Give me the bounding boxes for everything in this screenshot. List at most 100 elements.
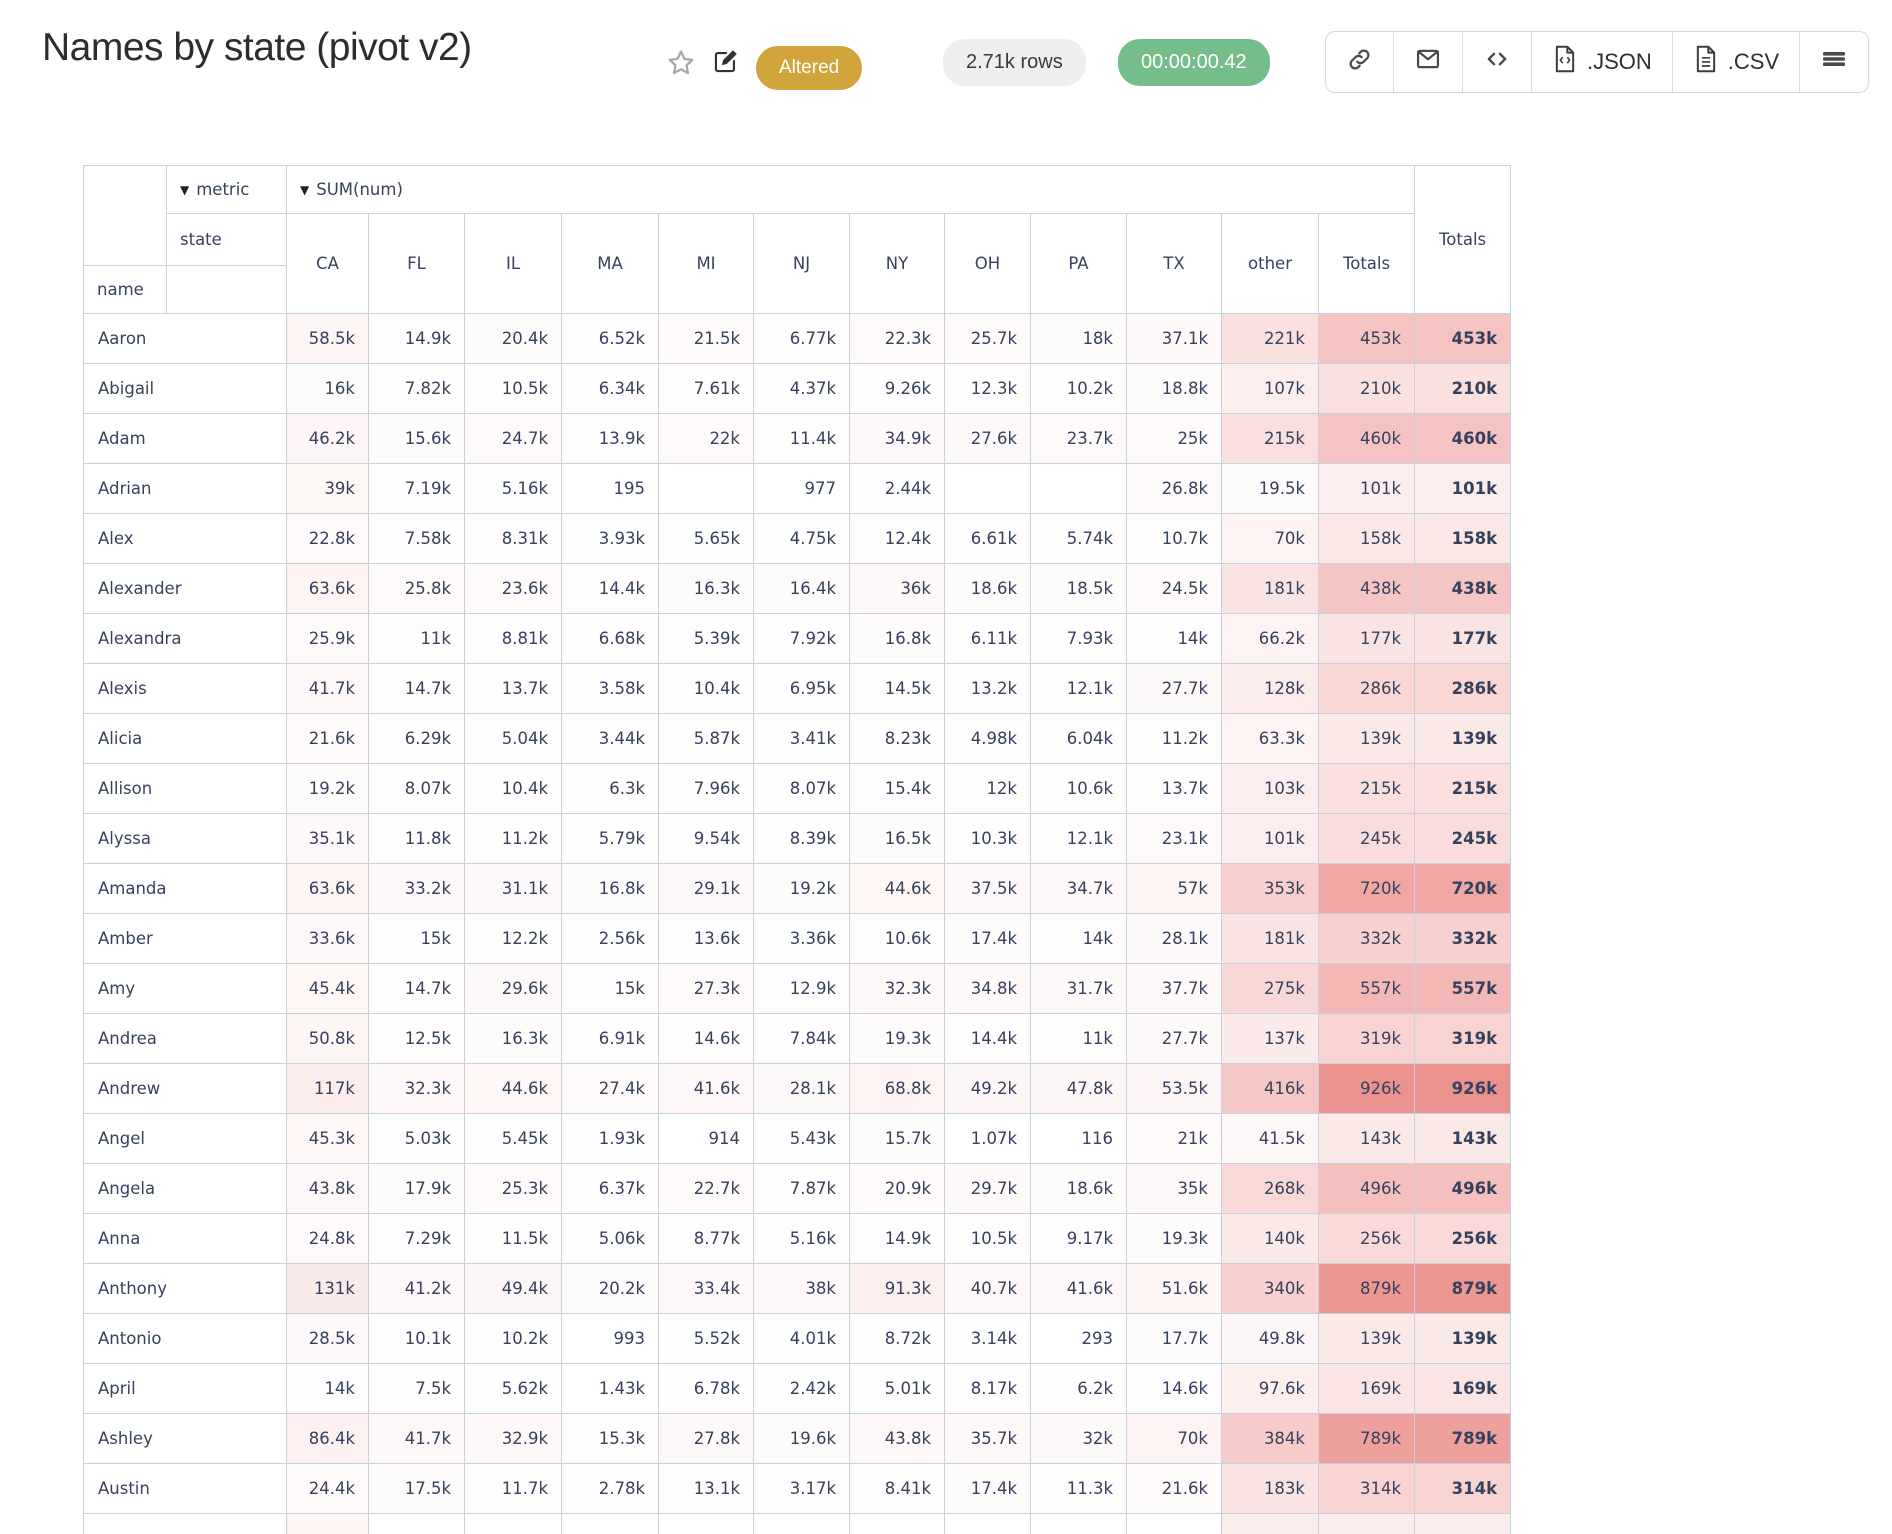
row-total-cell: 314k bbox=[1317, 1463, 1416, 1514]
value-cell: 47.8k bbox=[1030, 1063, 1127, 1114]
value-cell: 49.8k bbox=[1221, 1313, 1319, 1364]
value-cell: 4.75k bbox=[753, 513, 850, 564]
value-cell: 18k bbox=[1030, 313, 1127, 364]
value-cell: 41.5k bbox=[1221, 1113, 1319, 1164]
value-cell: 1.07k bbox=[944, 1113, 1031, 1164]
table-row: Andrew 117k 32.3k 44.6k 27.4k 41.6k 28.1k 68.8k… bbox=[83, 1063, 1512, 1114]
value-cell: 21.6k bbox=[286, 713, 369, 764]
table-row: Adrian 39k 7.19k 5.16k 195 977 2.44k 26.8k 19.5k… bbox=[83, 463, 1512, 514]
value-cell: 12.5k bbox=[368, 1013, 465, 1064]
value-cell: 25.8k bbox=[368, 563, 465, 614]
value-cell: 17.4k bbox=[944, 913, 1031, 964]
value-cell: 5.43k bbox=[753, 1113, 850, 1164]
value-cell: 29.1k bbox=[658, 863, 754, 914]
column-header-TX: TX bbox=[1126, 213, 1222, 314]
download-json-button[interactable]: .JSON bbox=[1532, 32, 1673, 92]
value-cell: 5.45k bbox=[464, 1113, 562, 1164]
value-cell: 6.37k bbox=[561, 1163, 659, 1214]
value-cell: 1.43k bbox=[561, 1363, 659, 1414]
favorite-star-button[interactable] bbox=[666, 48, 696, 78]
value-cell: 15k bbox=[368, 913, 465, 964]
value-cell: 38k bbox=[753, 1263, 850, 1314]
grand-total-cell: 460k bbox=[1414, 413, 1512, 464]
row-label: Andrew bbox=[83, 1063, 287, 1114]
value-cell: 8.81k bbox=[464, 613, 562, 664]
value-cell: 5.52k bbox=[658, 1313, 754, 1364]
row-total-cell: 438k bbox=[1317, 563, 1416, 614]
row-label: Anthony bbox=[83, 1263, 287, 1314]
value-cell: 45.4k bbox=[286, 963, 369, 1014]
value-cell: 41.7k bbox=[368, 1413, 465, 1464]
value-cell: 28.1k bbox=[753, 1063, 850, 1114]
email-button[interactable] bbox=[1394, 32, 1463, 92]
value-cell: 41.2k bbox=[368, 1263, 465, 1314]
value-cell: 116 bbox=[1030, 1113, 1127, 1164]
column-header-OH: OH bbox=[944, 213, 1031, 314]
value-cell: 37.1k bbox=[1126, 313, 1222, 364]
query-duration-pill: 00:00:00.42 bbox=[1118, 39, 1270, 86]
row-label: Adrian bbox=[83, 463, 287, 514]
metric-collapse-toggle[interactable]: ▼ metric bbox=[166, 165, 287, 214]
row-total-cell: 879k bbox=[1317, 1263, 1416, 1314]
row-total-cell: 460k bbox=[1317, 413, 1416, 464]
table-row: Alyssa 35.1k 11.8k 11.2k 5.79k 9.54k 8.39k 16.5… bbox=[83, 813, 1512, 864]
pivot-corner-cell bbox=[83, 165, 167, 266]
value-cell: 14k bbox=[1030, 913, 1127, 964]
value-cell: 12.4k bbox=[849, 513, 945, 564]
value-cell: 63.6k bbox=[286, 863, 369, 914]
download-csv-button[interactable]: .CSV bbox=[1673, 32, 1801, 92]
value-cell: 16.3k bbox=[658, 563, 754, 614]
value-cell: 5.39k bbox=[658, 613, 754, 664]
grand-total-cell: 314k bbox=[1414, 1463, 1512, 1514]
grand-total-cell: 139k bbox=[1414, 713, 1512, 764]
column-header-FL: FL bbox=[368, 213, 465, 314]
sum-collapse-toggle[interactable]: ▼ SUM(num) bbox=[285, 165, 1416, 214]
value-cell: 9.17k bbox=[1030, 1213, 1127, 1264]
row-total-cell: 286k bbox=[1317, 663, 1416, 714]
value-cell: 1.93k bbox=[561, 1113, 659, 1164]
value-cell: 25.7k bbox=[944, 313, 1031, 364]
value-cell: 37.5k bbox=[944, 863, 1031, 914]
value-cell: 137k bbox=[1221, 1013, 1319, 1064]
value-cell: 12.3k bbox=[944, 363, 1031, 414]
code-icon bbox=[1483, 45, 1511, 79]
value-cell: 19.3k bbox=[1126, 1213, 1222, 1264]
value-cell: 3.14k bbox=[944, 1313, 1031, 1364]
value-cell: 27.3k bbox=[658, 963, 754, 1014]
value-cell: 34.8k bbox=[944, 963, 1031, 1014]
copy-link-button[interactable] bbox=[1326, 32, 1394, 92]
value-cell: 13.2k bbox=[944, 663, 1031, 714]
value-cell: 43.8k bbox=[849, 1413, 945, 1464]
collapse-triangle-icon: ▼ bbox=[180, 183, 190, 197]
row-count-pill: 2.71k rows bbox=[943, 39, 1086, 86]
grand-total-cell: 210k bbox=[1414, 363, 1512, 414]
value-cell: 19.2k bbox=[753, 863, 850, 914]
value-cell: 5.06k bbox=[561, 1213, 659, 1264]
value-cell: 10.4k bbox=[658, 663, 754, 714]
table-row: Amanda 63.6k 33.2k 31.1k 16.8k 29.1k 19.2k 44.6… bbox=[83, 863, 1512, 914]
embed-code-button[interactable] bbox=[1463, 32, 1532, 92]
value-cell: 8.31k bbox=[464, 513, 562, 564]
row-label: Alicia bbox=[83, 713, 287, 764]
value-cell: 19.3k bbox=[849, 1013, 945, 1064]
value-cell: 45.3k bbox=[286, 1113, 369, 1164]
value-cell: 12.9k bbox=[753, 963, 850, 1014]
value-cell: 25.3k bbox=[464, 1163, 562, 1214]
value-cell: 27.7k bbox=[1126, 663, 1222, 714]
value-cell: 3.41k bbox=[753, 713, 850, 764]
value-cell: 993 bbox=[561, 1313, 659, 1364]
column-header-CA: CA bbox=[286, 213, 369, 314]
value-cell: 6.2k bbox=[1030, 1363, 1127, 1414]
value-cell: 293 bbox=[1030, 1313, 1127, 1364]
csv-file-icon bbox=[1693, 45, 1719, 79]
menu-button[interactable] bbox=[1800, 32, 1868, 92]
value-cell: 24.8k bbox=[286, 1213, 369, 1264]
value-cell: 14.7k bbox=[368, 963, 465, 1014]
row-label: Aaron bbox=[83, 313, 287, 364]
rename-button[interactable] bbox=[712, 48, 739, 75]
table-row: Alex 22.8k 7.58k 8.31k 3.93k 5.65k 4.75k 12.4k 6… bbox=[83, 513, 1512, 564]
value-cell: 10.2k bbox=[464, 1313, 562, 1364]
value-cell: 25k bbox=[1126, 413, 1222, 464]
row-total-cell: 139k bbox=[1317, 713, 1416, 764]
value-cell: 195 bbox=[561, 463, 659, 514]
